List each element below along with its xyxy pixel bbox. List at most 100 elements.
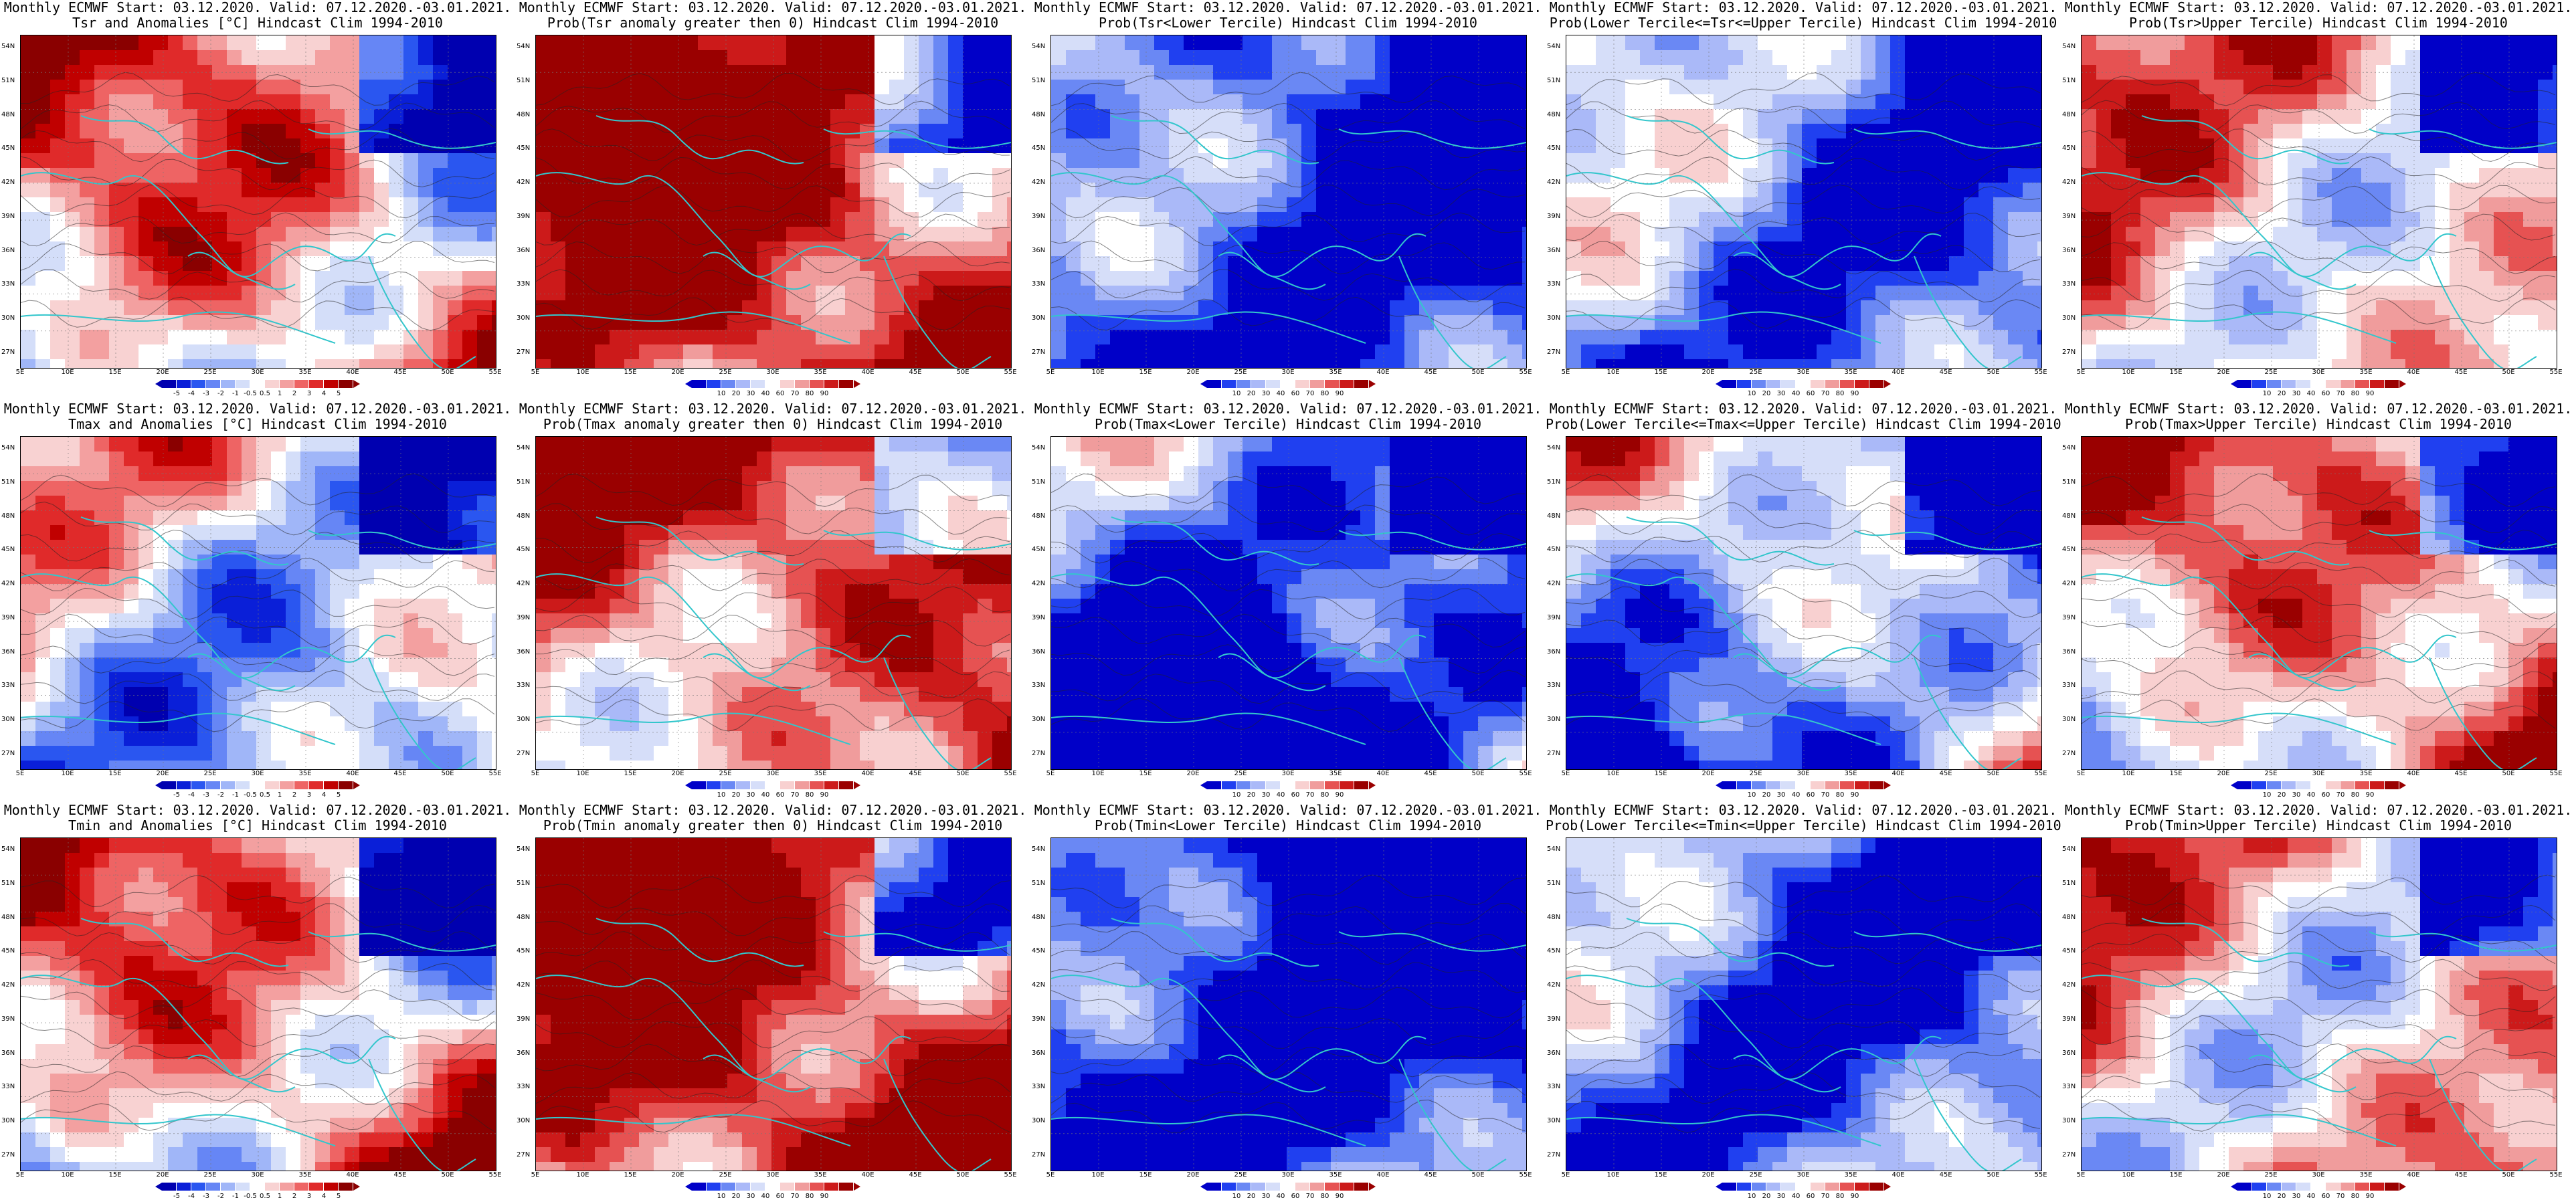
longitude-label: 30E <box>2312 1171 2325 1179</box>
temperature-contour <box>1051 185 1526 219</box>
coastline <box>2082 975 2457 1080</box>
temperature-contour <box>2082 959 2556 993</box>
coastline <box>21 712 336 745</box>
temperature-contour <box>536 1016 1010 1049</box>
coastline <box>308 931 496 952</box>
temperature-contour <box>1566 213 2041 246</box>
colorbar-swatch <box>2296 1183 2311 1191</box>
colorbar-swatch <box>1737 380 1752 388</box>
colorbar-swatch <box>2267 380 2282 388</box>
coastline <box>21 1114 336 1146</box>
panel-header-line: Monthly ECMWF Start: 03.12.2020. Valid: … <box>3 802 512 818</box>
colorbar-swatch <box>1796 380 1811 388</box>
temperature-contour <box>2082 1015 2556 1049</box>
longitude-label: 25E <box>2264 369 2278 376</box>
longitude-label: 20E <box>156 1171 169 1179</box>
latitude-label: 42N <box>2062 580 2076 588</box>
latitude-label: 27N <box>1 1151 15 1159</box>
longitude-label: 10E <box>576 1171 589 1179</box>
panel-title: Monthly ECMWF Start: 03.12.2020. Valid: … <box>2061 0 2576 31</box>
map-field <box>2082 838 2557 1171</box>
colorbar-swatch <box>1766 781 1781 789</box>
latitude-label: 54N <box>1 43 15 50</box>
colorbar-label: 10 <box>1232 791 1241 799</box>
colorbar-arrow-left <box>1716 781 1722 789</box>
colorbar-label: 5 <box>336 1193 341 1200</box>
temperature-contour <box>536 157 1010 190</box>
temperature-contour <box>1566 502 2041 535</box>
panel-header-line: Monthly ECMWF Start: 03.12.2020. Valid: … <box>519 0 1027 15</box>
coastline <box>2248 252 2357 290</box>
temperature-contour <box>2082 501 2556 535</box>
longitude-label: 45E <box>1939 1171 1952 1179</box>
latitude-label: 39N <box>1 1015 15 1023</box>
colorbar-swatch <box>707 1183 721 1191</box>
panel-title: Monthly ECMWF Start: 03.12.2020. Valid: … <box>1546 0 2061 31</box>
latitude-label: 30N <box>1 314 15 322</box>
colorbar-label: 60 <box>775 390 785 397</box>
colorbar-swatch <box>2267 781 2282 789</box>
colorbar-swatch <box>2311 781 2326 789</box>
latitude-label: 54N <box>1 444 15 452</box>
panel-header-line: Monthly ECMWF Start: 03.12.2020. Valid: … <box>2064 802 2573 818</box>
colorbar-label: 90 <box>1850 390 1859 397</box>
colorbar-swatch <box>162 781 177 789</box>
latitude-label: 48N <box>517 110 531 118</box>
map-field <box>1051 437 1526 769</box>
colorbar-label: 40 <box>1276 1193 1285 1200</box>
colorbar-label: -5 <box>173 390 180 397</box>
longitude-label: 30E <box>2312 369 2325 376</box>
map-field <box>1051 35 1526 368</box>
temperature-contour <box>1051 585 1526 620</box>
longitude-label: 35E <box>814 770 827 777</box>
longitude-label: 55E <box>2034 770 2047 777</box>
colorbar-swatch <box>250 781 265 789</box>
coastline <box>1398 657 1507 769</box>
colorbar-swatch <box>206 1183 221 1191</box>
colorbar-swatch <box>2237 1183 2252 1191</box>
colorbar-label: 20 <box>731 390 741 397</box>
longitude-label: 10E <box>61 1171 74 1179</box>
colorbar-label: -2 <box>217 791 224 799</box>
colorbar-label: 90 <box>2365 791 2375 799</box>
latitude-label: 30N <box>1 1117 15 1125</box>
longitude-label: 55E <box>1519 770 1532 777</box>
latitude-label: 39N <box>517 613 531 621</box>
temperature-contour <box>1051 501 1526 536</box>
latitude-label: 33N <box>2062 1083 2076 1091</box>
longitude-label: 55E <box>1519 369 1532 376</box>
latitude-label: 36N <box>1547 1049 1561 1057</box>
colorbar-swatch <box>795 781 810 789</box>
coastline <box>308 530 496 550</box>
colorbar-swatch <box>1310 380 1325 388</box>
coastline <box>2429 657 2537 769</box>
longitude-label: 55E <box>2549 770 2563 777</box>
coastline <box>2369 931 2557 952</box>
coastline <box>2082 172 2457 278</box>
temperature-contour <box>536 72 1010 106</box>
longitude-label: 30E <box>251 770 264 777</box>
temperature-contour <box>536 1043 1010 1077</box>
temperature-contour <box>21 585 495 620</box>
latitude-label: 30N <box>517 1117 531 1125</box>
longitude-label: 20E <box>1701 1171 1715 1179</box>
coastline <box>536 573 911 679</box>
longitude-label: 15E <box>108 1171 122 1179</box>
temperature-contour <box>1566 959 2041 993</box>
colorbar-label: 3 <box>306 791 312 799</box>
temperature-contour <box>2082 473 2556 507</box>
latitude-label: 54N <box>1032 845 1046 853</box>
longitude-label: 40E <box>861 770 875 777</box>
longitude-label: 15E <box>624 770 637 777</box>
temperature-contour <box>1566 128 2041 162</box>
latitude-label: 39N <box>2062 1015 2076 1023</box>
longitude-label: 20E <box>1701 770 1715 777</box>
temperature-contour <box>21 100 495 132</box>
longitude-label: 50E <box>2502 369 2515 376</box>
latitude-label: 36N <box>1547 647 1561 656</box>
longitude-label: 25E <box>2264 770 2278 777</box>
temperature-contour <box>2082 586 2556 620</box>
colorbar-label: 60 <box>2321 791 2330 799</box>
colorbar-arrow-left <box>1200 781 1207 789</box>
longitude-label: 45E <box>909 1171 922 1179</box>
